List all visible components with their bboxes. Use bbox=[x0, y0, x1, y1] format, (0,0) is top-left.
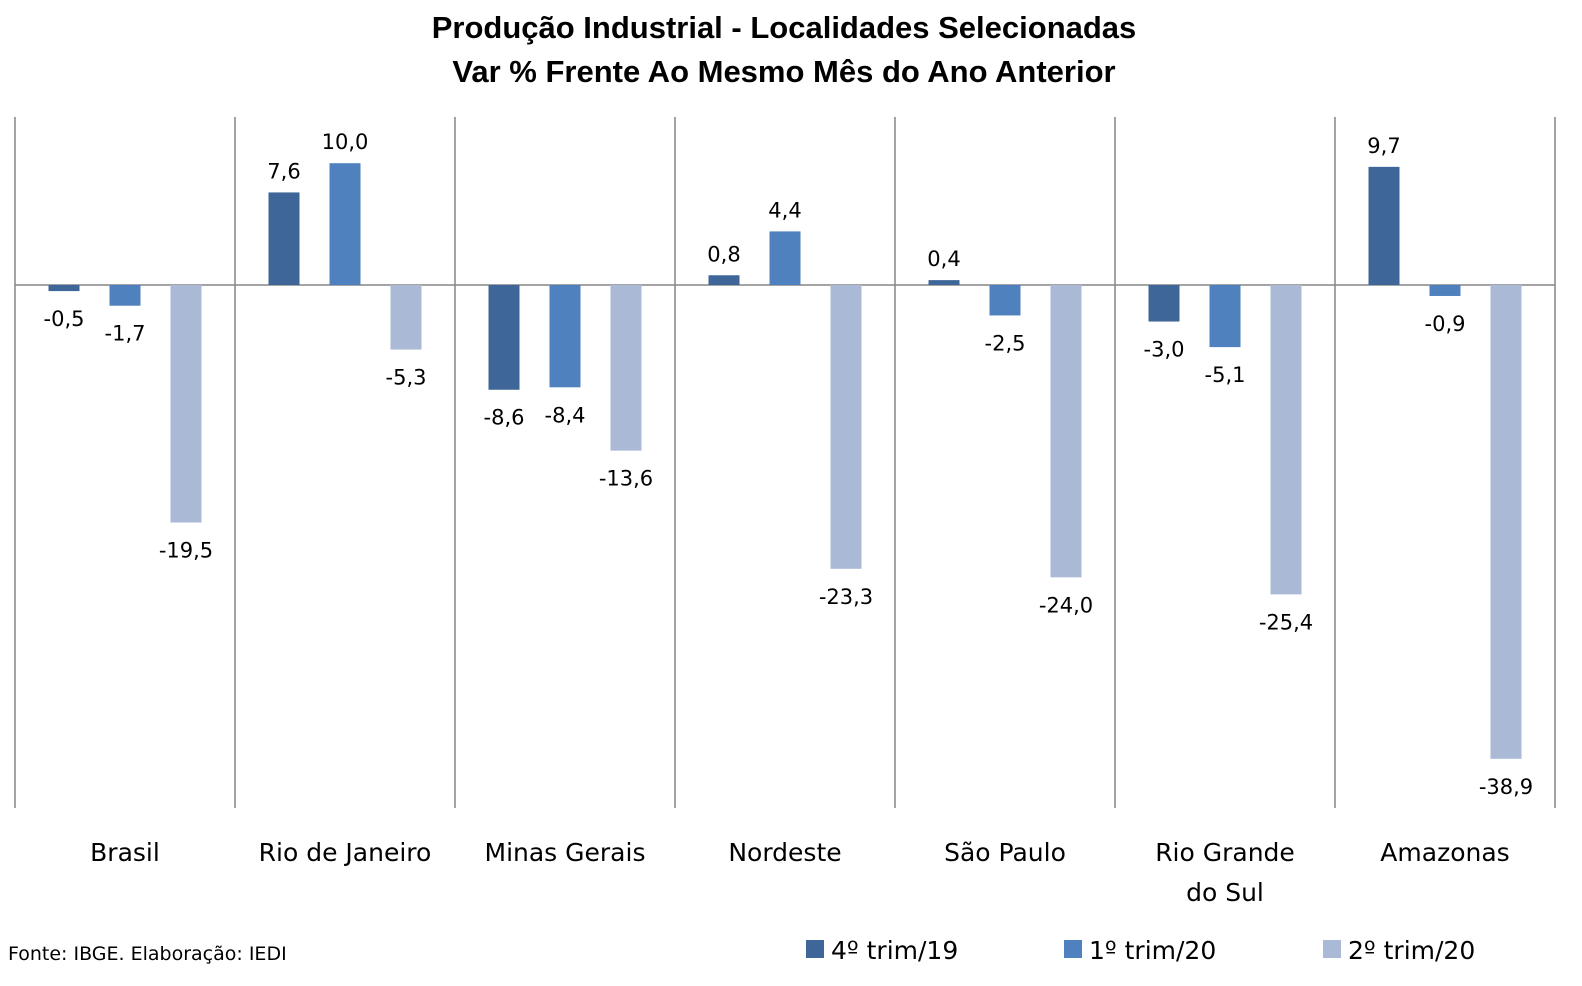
bar-series2-cat1 bbox=[109, 285, 141, 306]
data-label-series2-cat4: 4,4 bbox=[768, 198, 801, 222]
bar-series3-cat5 bbox=[1050, 285, 1082, 578]
category-label: Minas Gerais bbox=[485, 838, 646, 867]
bar-series1-cat3 bbox=[488, 285, 520, 390]
bar-series3-cat2 bbox=[390, 285, 422, 350]
data-label-series3-cat5: -24,0 bbox=[1039, 593, 1093, 617]
category-labels: Brasil Rio de Janeiro Minas Gerais Nordeste… bbox=[90, 838, 1510, 907]
legend-label-3: 2º trim/20 bbox=[1348, 936, 1475, 965]
bar-series3-cat7 bbox=[1490, 285, 1522, 759]
category-label: Rio Grande bbox=[1155, 838, 1295, 867]
data-label-series2-cat6: -5,1 bbox=[1205, 363, 1246, 387]
bar-series2-cat4 bbox=[769, 231, 801, 285]
bar-series3-cat1 bbox=[170, 285, 202, 523]
source-note: Fonte: IBGE. Elaboração: IEDI bbox=[8, 943, 287, 965]
data-label-series3-cat1: -19,5 bbox=[159, 539, 213, 563]
data-label-series3-cat6: -25,4 bbox=[1259, 610, 1313, 634]
chart-title-line-2: Var % Frente Ao Mesmo Mês do Ano Anterio… bbox=[452, 54, 1115, 89]
chart-bars bbox=[48, 163, 1522, 759]
data-labels: -0,5 7,6 -8,6 0,8 0,4 -3,0 9,7 -1,7 10,0 -8,4 4,4 -… bbox=[44, 130, 1534, 799]
data-label-series2-cat1: -1,7 bbox=[105, 322, 146, 346]
bar-series3-cat4 bbox=[830, 285, 862, 569]
data-label-series3-cat4: -23,3 bbox=[819, 585, 873, 609]
data-label-series2-cat3: -8,4 bbox=[545, 403, 586, 427]
data-label-series3-cat3: -13,6 bbox=[599, 467, 653, 491]
bar-series3-cat3 bbox=[610, 285, 642, 451]
category-label: do Sul bbox=[1186, 878, 1264, 907]
category-label: Brasil bbox=[90, 838, 160, 867]
bar-series2-cat6 bbox=[1209, 285, 1241, 348]
data-label-series2-cat7: -0,9 bbox=[1425, 312, 1466, 336]
bar-series1-cat1 bbox=[48, 285, 80, 292]
category-label: Rio de Janeiro bbox=[259, 838, 432, 867]
data-label-series1-cat1: -0,5 bbox=[44, 307, 85, 331]
data-label-series1-cat7: 9,7 bbox=[1367, 134, 1400, 158]
data-label-series1-cat5: 0,4 bbox=[927, 247, 960, 271]
bar-series1-cat5 bbox=[928, 280, 960, 285]
bar-series1-cat2 bbox=[268, 192, 300, 285]
bar-series2-cat3 bbox=[549, 285, 581, 388]
bar-series2-cat5 bbox=[989, 285, 1021, 316]
bar-series3-cat6 bbox=[1270, 285, 1302, 595]
category-label: Nordeste bbox=[728, 838, 841, 867]
data-label-series3-cat2: -5,3 bbox=[386, 366, 427, 390]
legend-swatch-1 bbox=[806, 940, 824, 958]
data-label-series1-cat2: 7,6 bbox=[267, 159, 300, 183]
legend-swatch-3 bbox=[1323, 940, 1341, 958]
data-label-series2-cat5: -2,5 bbox=[985, 331, 1026, 355]
legend-swatch-2 bbox=[1064, 940, 1082, 958]
data-label-series3-cat7: -38,9 bbox=[1479, 775, 1533, 799]
legend-label-2: 1º trim/20 bbox=[1089, 936, 1216, 965]
category-label: São Paulo bbox=[944, 838, 1066, 867]
data-label-series1-cat6: -3,0 bbox=[1144, 338, 1185, 362]
legend: 4º trim/19 1º trim/20 2º trim/20 bbox=[806, 936, 1475, 965]
category-label: Amazonas bbox=[1380, 838, 1509, 867]
bar-series2-cat2 bbox=[329, 163, 361, 285]
legend-label-1: 4º trim/19 bbox=[831, 936, 958, 965]
bar-series2-cat7 bbox=[1429, 285, 1461, 296]
chart-title-line-1: Produção Industrial - Localidades Seleci… bbox=[432, 10, 1137, 45]
data-label-series1-cat4: 0,8 bbox=[707, 242, 740, 266]
bar-series1-cat6 bbox=[1148, 285, 1180, 322]
bar-series1-cat4 bbox=[708, 275, 740, 285]
bar-series1-cat7 bbox=[1368, 166, 1400, 285]
data-label-series2-cat2: 10,0 bbox=[322, 130, 369, 154]
data-label-series1-cat3: -8,6 bbox=[484, 406, 525, 430]
chart-title: Produção Industrial - Localidades Seleci… bbox=[432, 10, 1137, 89]
